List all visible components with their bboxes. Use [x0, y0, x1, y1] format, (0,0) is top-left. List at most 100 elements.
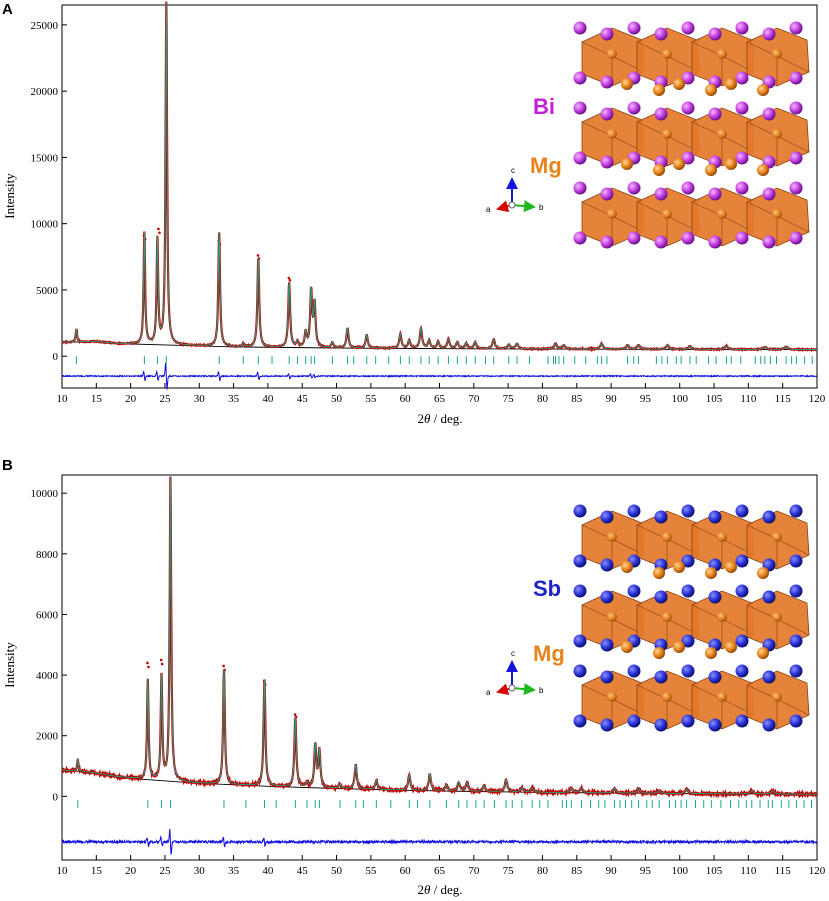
anion-atom	[708, 235, 722, 249]
mg-atom	[662, 612, 672, 622]
anion-atom	[735, 714, 749, 728]
mg-atom	[772, 612, 782, 622]
anion-atom	[654, 510, 668, 524]
x-tick-label: 60	[400, 865, 412, 877]
anion-atom	[681, 21, 695, 35]
mg-atom	[607, 612, 617, 622]
y-tick-label: 10000	[31, 488, 59, 500]
mg-atom	[673, 641, 685, 653]
anion-atom	[627, 664, 641, 678]
anion-atom	[681, 151, 695, 165]
anion-atom	[600, 75, 614, 89]
observed-point	[287, 276, 291, 280]
mg-atom	[705, 647, 717, 659]
anion-atom	[573, 151, 587, 165]
structure-label-mg-a: Mg	[530, 153, 562, 178]
anion-atom	[627, 231, 641, 245]
anion-atom	[762, 187, 776, 201]
anion-atom	[573, 504, 587, 518]
observed-point	[146, 661, 149, 665]
anion-atom	[681, 101, 695, 115]
anion-atom	[573, 584, 587, 598]
mg-atom	[607, 532, 617, 542]
anion-atom	[708, 27, 722, 41]
x-tick-label: 65	[434, 393, 446, 405]
anion-atom	[735, 71, 749, 85]
x-tick-label: 25	[159, 393, 171, 405]
x-tick-label: 40	[262, 393, 274, 405]
anion-atom	[762, 670, 776, 684]
anion-atom	[627, 584, 641, 598]
anion-atom	[789, 21, 803, 35]
triad-c-label-a: c	[511, 166, 515, 175]
anion-atom	[735, 664, 749, 678]
anion-atom	[708, 510, 722, 524]
anion-atom	[681, 584, 695, 598]
x-tick-label: 25	[159, 865, 171, 877]
y-tick-label: 15000	[31, 152, 59, 164]
anion-atom	[762, 590, 776, 604]
anion-atom	[573, 101, 587, 115]
anion-atom	[654, 107, 668, 121]
mg-atom	[725, 78, 737, 90]
x-tick-label: 30	[194, 393, 206, 405]
mg-atom	[653, 164, 665, 176]
mg-atom	[607, 129, 617, 139]
structure-label-sb: Sb	[533, 576, 561, 601]
mg-atom	[717, 692, 727, 702]
anion-atom	[627, 504, 641, 518]
triad-b-label-b: b	[539, 686, 544, 695]
x-tick-label: 55	[365, 393, 377, 405]
anion-atom	[627, 181, 641, 195]
panel-b: B Intensity 2θ / deg. 10 15 20 25 30 35 40 45 50…	[2, 457, 826, 897]
triad-a-label-a: a	[486, 205, 491, 214]
structure-layer	[573, 641, 810, 732]
structure-inset-a: Bi Mg c a b	[486, 21, 810, 249]
anion-atom	[600, 718, 614, 732]
plot-area-b: 10 15 20 25 30 35 40 45 50 55 60 65 70 75 80 85 90 95 100 1…	[31, 474, 826, 877]
y-axis-label-a: Intensity	[2, 173, 17, 219]
anion-atom	[600, 155, 614, 169]
y-tick-label: 20000	[31, 86, 59, 98]
mg-atom	[662, 49, 672, 59]
x-tick-label: 35	[228, 393, 240, 405]
anion-atom	[573, 181, 587, 195]
mg-atom	[607, 49, 617, 59]
observed-point	[160, 662, 164, 666]
mg-atom	[673, 158, 685, 170]
anion-atom	[573, 714, 587, 728]
mg-atom	[772, 532, 782, 542]
anion-atom	[762, 510, 776, 524]
anion-atom	[789, 181, 803, 195]
anion-atom	[627, 101, 641, 115]
anion-atom	[789, 714, 803, 728]
structure-layer	[573, 21, 810, 89]
structure-label-bi: Bi	[533, 94, 555, 119]
x-tick-label: 120	[809, 865, 826, 877]
x-tick-label: 45	[297, 865, 309, 877]
panel-label-b: B	[2, 457, 13, 474]
mg-atom	[717, 129, 727, 139]
mg-atom	[772, 209, 782, 219]
mg-atom	[653, 84, 665, 96]
triad-a-label-b: a	[486, 688, 491, 697]
x-axis-label-b: 2θ / deg.	[417, 882, 462, 897]
mg-atom	[772, 129, 782, 139]
x-tick-label: 55	[365, 865, 377, 877]
difference-curve	[61, 363, 818, 390]
mg-atom	[717, 209, 727, 219]
anion-atom	[627, 714, 641, 728]
y-tick-label: 2000	[36, 731, 59, 743]
anion-atom	[735, 231, 749, 245]
anion-atom	[789, 101, 803, 115]
mg-atom	[772, 692, 782, 702]
x-axis-label-a: 2θ / deg.	[417, 411, 462, 426]
reflection-ticks	[75, 356, 813, 365]
anion-atom	[789, 584, 803, 598]
x-tick-label: 10	[57, 393, 69, 405]
anion-atom	[708, 187, 722, 201]
observed-point	[157, 227, 160, 231]
calculated-profile	[62, 1, 817, 350]
x-tick-label: 35	[228, 865, 240, 877]
observed-point	[159, 658, 163, 662]
